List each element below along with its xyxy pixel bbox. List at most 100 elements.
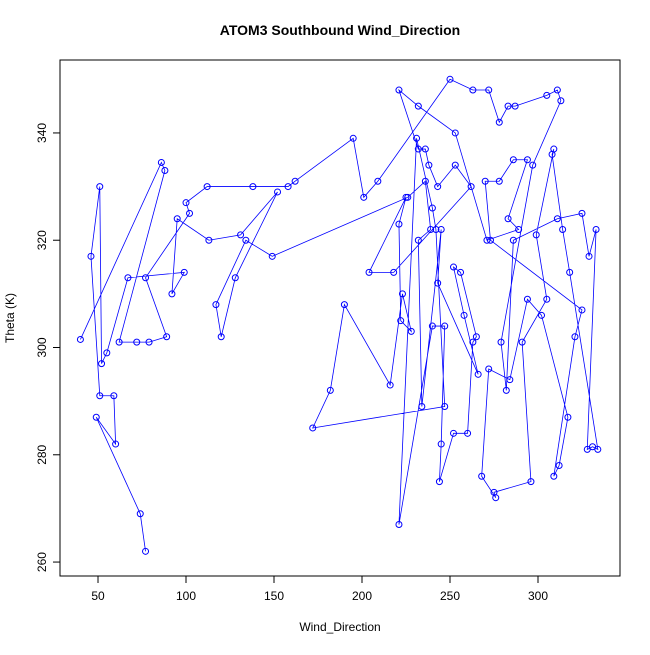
point <box>110 392 118 400</box>
point <box>432 225 440 233</box>
y-tick-label: 340 <box>35 123 49 143</box>
point <box>478 472 486 480</box>
point <box>418 403 426 411</box>
point <box>492 494 500 502</box>
point <box>483 236 491 244</box>
y-tick-label: 260 <box>35 552 49 572</box>
point <box>390 268 398 276</box>
point <box>509 156 517 164</box>
point <box>428 204 436 212</box>
point <box>173 215 181 223</box>
point <box>231 274 239 282</box>
point <box>502 386 510 394</box>
point <box>349 134 357 142</box>
point <box>434 183 442 191</box>
x-tick-label: 250 <box>440 589 460 603</box>
point <box>543 295 551 303</box>
point <box>87 252 95 260</box>
point <box>437 225 445 233</box>
point <box>497 338 505 346</box>
point <box>495 177 503 185</box>
point <box>485 365 493 373</box>
point <box>414 236 422 244</box>
point <box>446 75 454 83</box>
point <box>340 301 348 309</box>
point <box>428 322 436 330</box>
point <box>360 193 368 201</box>
point <box>386 381 394 389</box>
point <box>515 225 523 233</box>
point <box>309 424 317 432</box>
point <box>543 91 551 99</box>
point <box>242 236 250 244</box>
point <box>509 236 517 244</box>
point <box>395 521 403 529</box>
point <box>472 333 480 341</box>
point <box>464 429 472 437</box>
point <box>460 311 468 319</box>
point <box>182 199 190 207</box>
point <box>268 252 276 260</box>
point <box>441 322 449 330</box>
point <box>550 145 558 153</box>
point <box>592 225 600 233</box>
point <box>583 445 591 453</box>
point <box>427 225 435 233</box>
point <box>441 403 449 411</box>
point <box>435 478 443 486</box>
point <box>553 215 561 223</box>
point <box>555 462 563 470</box>
point <box>203 183 211 191</box>
point <box>511 102 519 110</box>
point <box>103 349 111 357</box>
point <box>217 333 225 341</box>
point <box>115 338 123 346</box>
point <box>398 290 406 298</box>
point <box>425 161 433 169</box>
point <box>585 252 593 260</box>
point <box>578 306 586 314</box>
point <box>96 392 104 400</box>
point <box>205 236 213 244</box>
point <box>594 445 602 453</box>
point <box>504 102 512 110</box>
point <box>553 86 561 94</box>
point <box>564 413 572 421</box>
point <box>291 177 299 185</box>
point <box>407 327 415 335</box>
point <box>559 225 567 233</box>
point <box>414 102 422 110</box>
point <box>532 231 540 239</box>
point <box>124 274 132 282</box>
point <box>486 236 494 244</box>
point <box>589 443 597 451</box>
point <box>142 547 150 555</box>
point <box>527 478 535 486</box>
point <box>506 376 514 384</box>
point <box>284 183 292 191</box>
x-tick-label: 50 <box>91 589 105 603</box>
point <box>112 440 120 448</box>
point <box>451 129 459 137</box>
point <box>365 268 373 276</box>
y-tick-label: 280 <box>35 444 49 464</box>
point <box>469 86 477 94</box>
point <box>421 145 429 153</box>
point <box>467 183 475 191</box>
x-axis-label: Wind_Direction <box>299 620 380 634</box>
point <box>450 263 458 271</box>
point <box>485 86 493 94</box>
point <box>538 311 546 319</box>
point <box>481 177 489 185</box>
point <box>180 268 188 276</box>
point <box>92 413 100 421</box>
point <box>457 268 465 276</box>
point <box>504 215 512 223</box>
x-tick-label: 200 <box>352 589 372 603</box>
point <box>249 183 257 191</box>
point <box>274 188 282 196</box>
point <box>237 231 245 239</box>
point <box>161 166 169 174</box>
point <box>96 183 104 191</box>
